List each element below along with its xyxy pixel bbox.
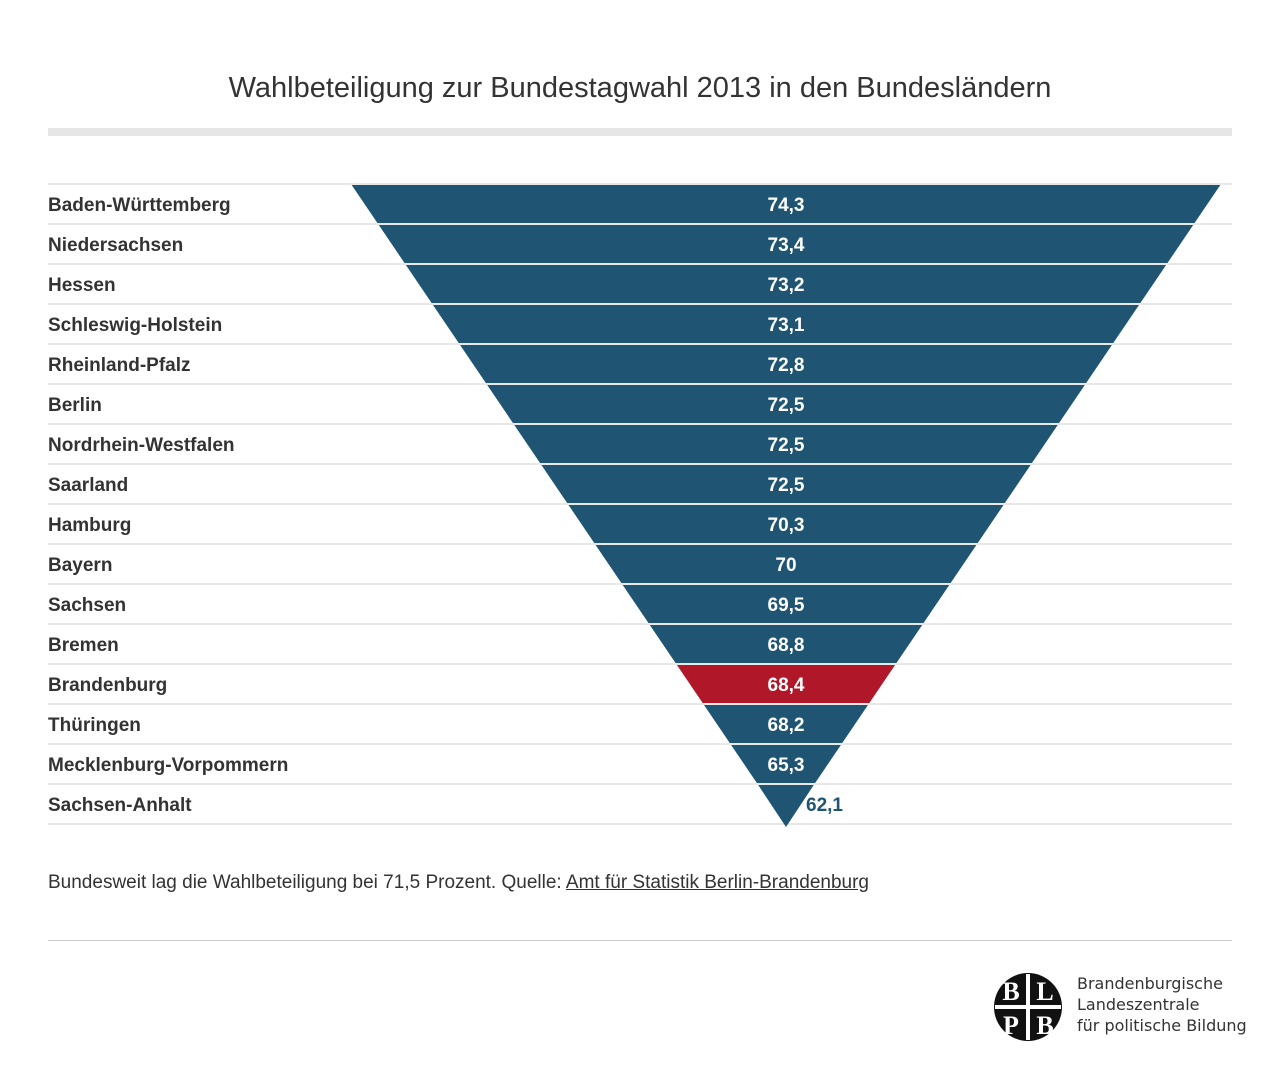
bar-sachsen-anhalt — [758, 785, 814, 827]
bar-nordrhein-westfalen — [514, 425, 1058, 463]
value-label: 70,3 — [768, 515, 805, 536]
bar-schleswig-holstein — [432, 305, 1140, 343]
source-link[interactable]: Amt für Statistik Berlin-Brandenburg — [565, 872, 869, 893]
category-label: Bayern — [48, 555, 112, 576]
category-label: Schleswig-Holstein — [48, 315, 222, 336]
category-label: Niedersachsen — [48, 235, 183, 256]
value-label: 68,4 — [768, 675, 805, 696]
value-label: 74,3 — [768, 195, 805, 216]
bar-sachsen — [622, 585, 950, 623]
logo-letter: B — [1036, 1011, 1053, 1040]
logo-letter: B — [1002, 977, 1019, 1006]
category-label: Mecklenburg-Vorpommern — [48, 755, 288, 776]
bar-th-ringen — [704, 705, 868, 743]
note-text: Bundesweit lag die Wahlbeteiligung bei 7… — [48, 872, 566, 893]
value-label: 72,8 — [768, 355, 805, 376]
category-label: Baden-Württemberg — [48, 195, 231, 216]
logo-line-1: Brandenburgische — [1077, 974, 1223, 993]
logo-line-3: für politische Bildung — [1077, 1016, 1247, 1035]
blpb-logo: B L P B — [994, 973, 1062, 1041]
value-label: 65,3 — [768, 755, 805, 776]
category-label: Sachsen-Anhalt — [48, 795, 192, 816]
category-label: Thüringen — [48, 715, 141, 736]
category-label: Bremen — [48, 635, 119, 656]
category-label: Brandenburg — [48, 675, 167, 696]
logo-line-2: Landeszentrale — [1077, 995, 1200, 1014]
bar-hamburg — [568, 505, 1004, 543]
value-label: 73,2 — [768, 275, 805, 296]
bar-hessen — [405, 265, 1167, 303]
category-label: Sachsen — [48, 595, 126, 616]
value-label: 73,1 — [768, 315, 805, 336]
value-label: 68,8 — [768, 635, 805, 656]
value-label: 72,5 — [768, 475, 805, 496]
category-label: Berlin — [48, 395, 102, 416]
value-label: 68,2 — [768, 715, 805, 736]
funnel-chart: Baden-Württemberg 74,3 Niedersachsen 73,4 He… — [48, 183, 1232, 827]
value-label: 72,5 — [768, 435, 805, 456]
category-label: Rheinland-Pfalz — [48, 355, 191, 376]
logo-letter: P — [1003, 1011, 1019, 1040]
footer-divider — [48, 940, 1232, 941]
value-label: 69,5 — [768, 595, 805, 616]
category-label: Hamburg — [48, 515, 131, 536]
value-label: 62,1 — [806, 795, 843, 816]
title-divider — [48, 128, 1232, 136]
bar-mecklenburg-vorpommern — [731, 745, 841, 783]
chart-title: Wahlbeteiligung zur Bundestagwahl 2013 i… — [228, 72, 1052, 104]
source-note: Bundesweit lag die Wahlbeteiligung bei 7… — [48, 872, 869, 894]
logo-text: Brandenburgische Landeszentrale für poli… — [1077, 973, 1247, 1036]
category-label: Hessen — [48, 275, 116, 296]
value-label: 70 — [775, 555, 796, 576]
value-label: 72,5 — [768, 395, 805, 416]
bar-berlin — [487, 385, 1085, 423]
bar-baden-w-rttemberg — [351, 185, 1221, 223]
bar-saarland — [541, 465, 1031, 503]
logo-letter: L — [1036, 977, 1053, 1006]
category-label: Nordrhein-Westfalen — [48, 435, 235, 456]
bar-bayern — [595, 545, 977, 583]
category-label: Saarland — [48, 475, 128, 496]
bar-brandenburg — [676, 665, 896, 703]
bar-niedersachsen — [378, 225, 1194, 263]
value-label: 73,4 — [768, 235, 805, 256]
bar-rheinland-pfalz — [460, 345, 1112, 383]
bar-bremen — [649, 625, 923, 663]
